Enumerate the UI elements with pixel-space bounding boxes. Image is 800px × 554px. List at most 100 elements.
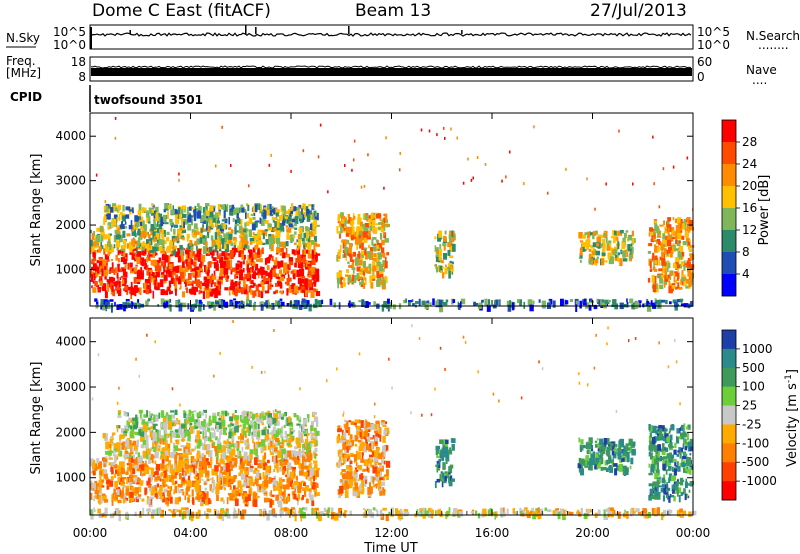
echo-cell [592, 242, 597, 247]
echo-cell [681, 279, 685, 282]
echo-cell [131, 463, 134, 468]
echo-cell [652, 279, 655, 288]
echo-cell [155, 487, 158, 495]
echo-cell [436, 455, 440, 459]
echo-cell [183, 413, 186, 419]
echo-cell [222, 446, 226, 452]
echo-cell [648, 243, 653, 246]
echo-cell [277, 428, 280, 435]
echo-cell [184, 208, 186, 213]
echo-cell [90, 247, 92, 254]
echo-cell [296, 457, 299, 464]
echo-cell [183, 446, 188, 453]
echo-cell [292, 495, 295, 499]
echo-cell [602, 245, 606, 251]
echo-cell [260, 218, 265, 226]
echo-cell [363, 235, 368, 243]
echo-cell [193, 209, 197, 217]
echo-cell [298, 448, 301, 453]
echo-cell [290, 431, 294, 435]
echo-cell [361, 279, 364, 285]
echo-cell [685, 218, 688, 222]
echo-cell [140, 444, 145, 449]
echo-cell [258, 441, 261, 445]
echo-cell [653, 230, 656, 235]
echo-cell [231, 489, 236, 496]
echo-cell [288, 439, 291, 443]
echo-cell [198, 205, 202, 214]
echo-cell [509, 300, 511, 307]
echo-cell [302, 448, 305, 456]
echo-cell [249, 250, 253, 258]
echo-cell [387, 298, 390, 304]
echo-cell [275, 289, 278, 294]
echo-cell [311, 204, 315, 208]
echo-cell [247, 423, 252, 427]
echo-cell [300, 284, 305, 288]
echo-cell [216, 475, 219, 483]
echo-cell [132, 454, 135, 460]
echo-cell [309, 476, 312, 481]
echo-cell [219, 299, 224, 307]
echo-cell [434, 481, 437, 489]
echo-cell [656, 240, 659, 244]
echo-cell [363, 442, 367, 446]
echo-cell [117, 444, 120, 453]
echo-cell [184, 466, 189, 469]
echo-cell [267, 442, 271, 450]
echo-cell [293, 413, 297, 418]
echo-cell [443, 439, 447, 446]
echo-cell [218, 276, 223, 283]
echo-cell [357, 226, 359, 234]
echo-cell [264, 220, 269, 224]
echo-cell [226, 443, 229, 447]
echo-cell [261, 247, 264, 255]
echo-cell [245, 211, 247, 219]
echo-cell [117, 263, 120, 267]
echo-cell [378, 465, 383, 469]
echo-cell [265, 281, 269, 285]
echo-cell [372, 243, 376, 246]
echo-cell [361, 299, 365, 307]
echo-cell [368, 446, 371, 452]
scatter-cell [353, 158, 355, 162]
echo-cell [298, 463, 300, 468]
echo-cell [361, 441, 365, 449]
echo-cell [118, 280, 121, 288]
echo-cell [221, 251, 226, 257]
echo-cell [265, 465, 270, 473]
echo-cell [292, 235, 296, 238]
echo-cell [94, 495, 98, 499]
echo-cell [140, 469, 143, 476]
echo-cell [118, 288, 122, 297]
echo-cell [361, 223, 366, 228]
echo-cell [155, 243, 159, 247]
echo-cell [674, 301, 678, 308]
echo-cell [238, 472, 242, 477]
echo-cell [227, 493, 231, 496]
echo-cell [346, 269, 349, 273]
echo-cell [372, 477, 376, 481]
echo-cell [209, 291, 214, 297]
echo-cell [248, 217, 253, 225]
echo-cell [234, 498, 239, 507]
echo-cell [344, 239, 347, 247]
echo-cell [588, 304, 592, 311]
echo-cell [196, 444, 201, 449]
echo-cell [142, 436, 145, 442]
echo-cell [339, 250, 342, 253]
echo-cell [304, 282, 308, 287]
echo-cell [131, 442, 135, 446]
echo-cell [224, 287, 228, 291]
echo-cell [169, 430, 174, 437]
echo-cell [356, 425, 361, 430]
echo-cell [435, 254, 439, 258]
echo-cell [262, 415, 266, 420]
echo-cell [436, 247, 439, 252]
echo-cell [683, 284, 688, 287]
echo-cell [187, 442, 191, 448]
echo-cell [283, 465, 287, 472]
echo-cell [165, 443, 168, 449]
echo-cell [115, 240, 118, 243]
echo-cell [250, 280, 254, 285]
